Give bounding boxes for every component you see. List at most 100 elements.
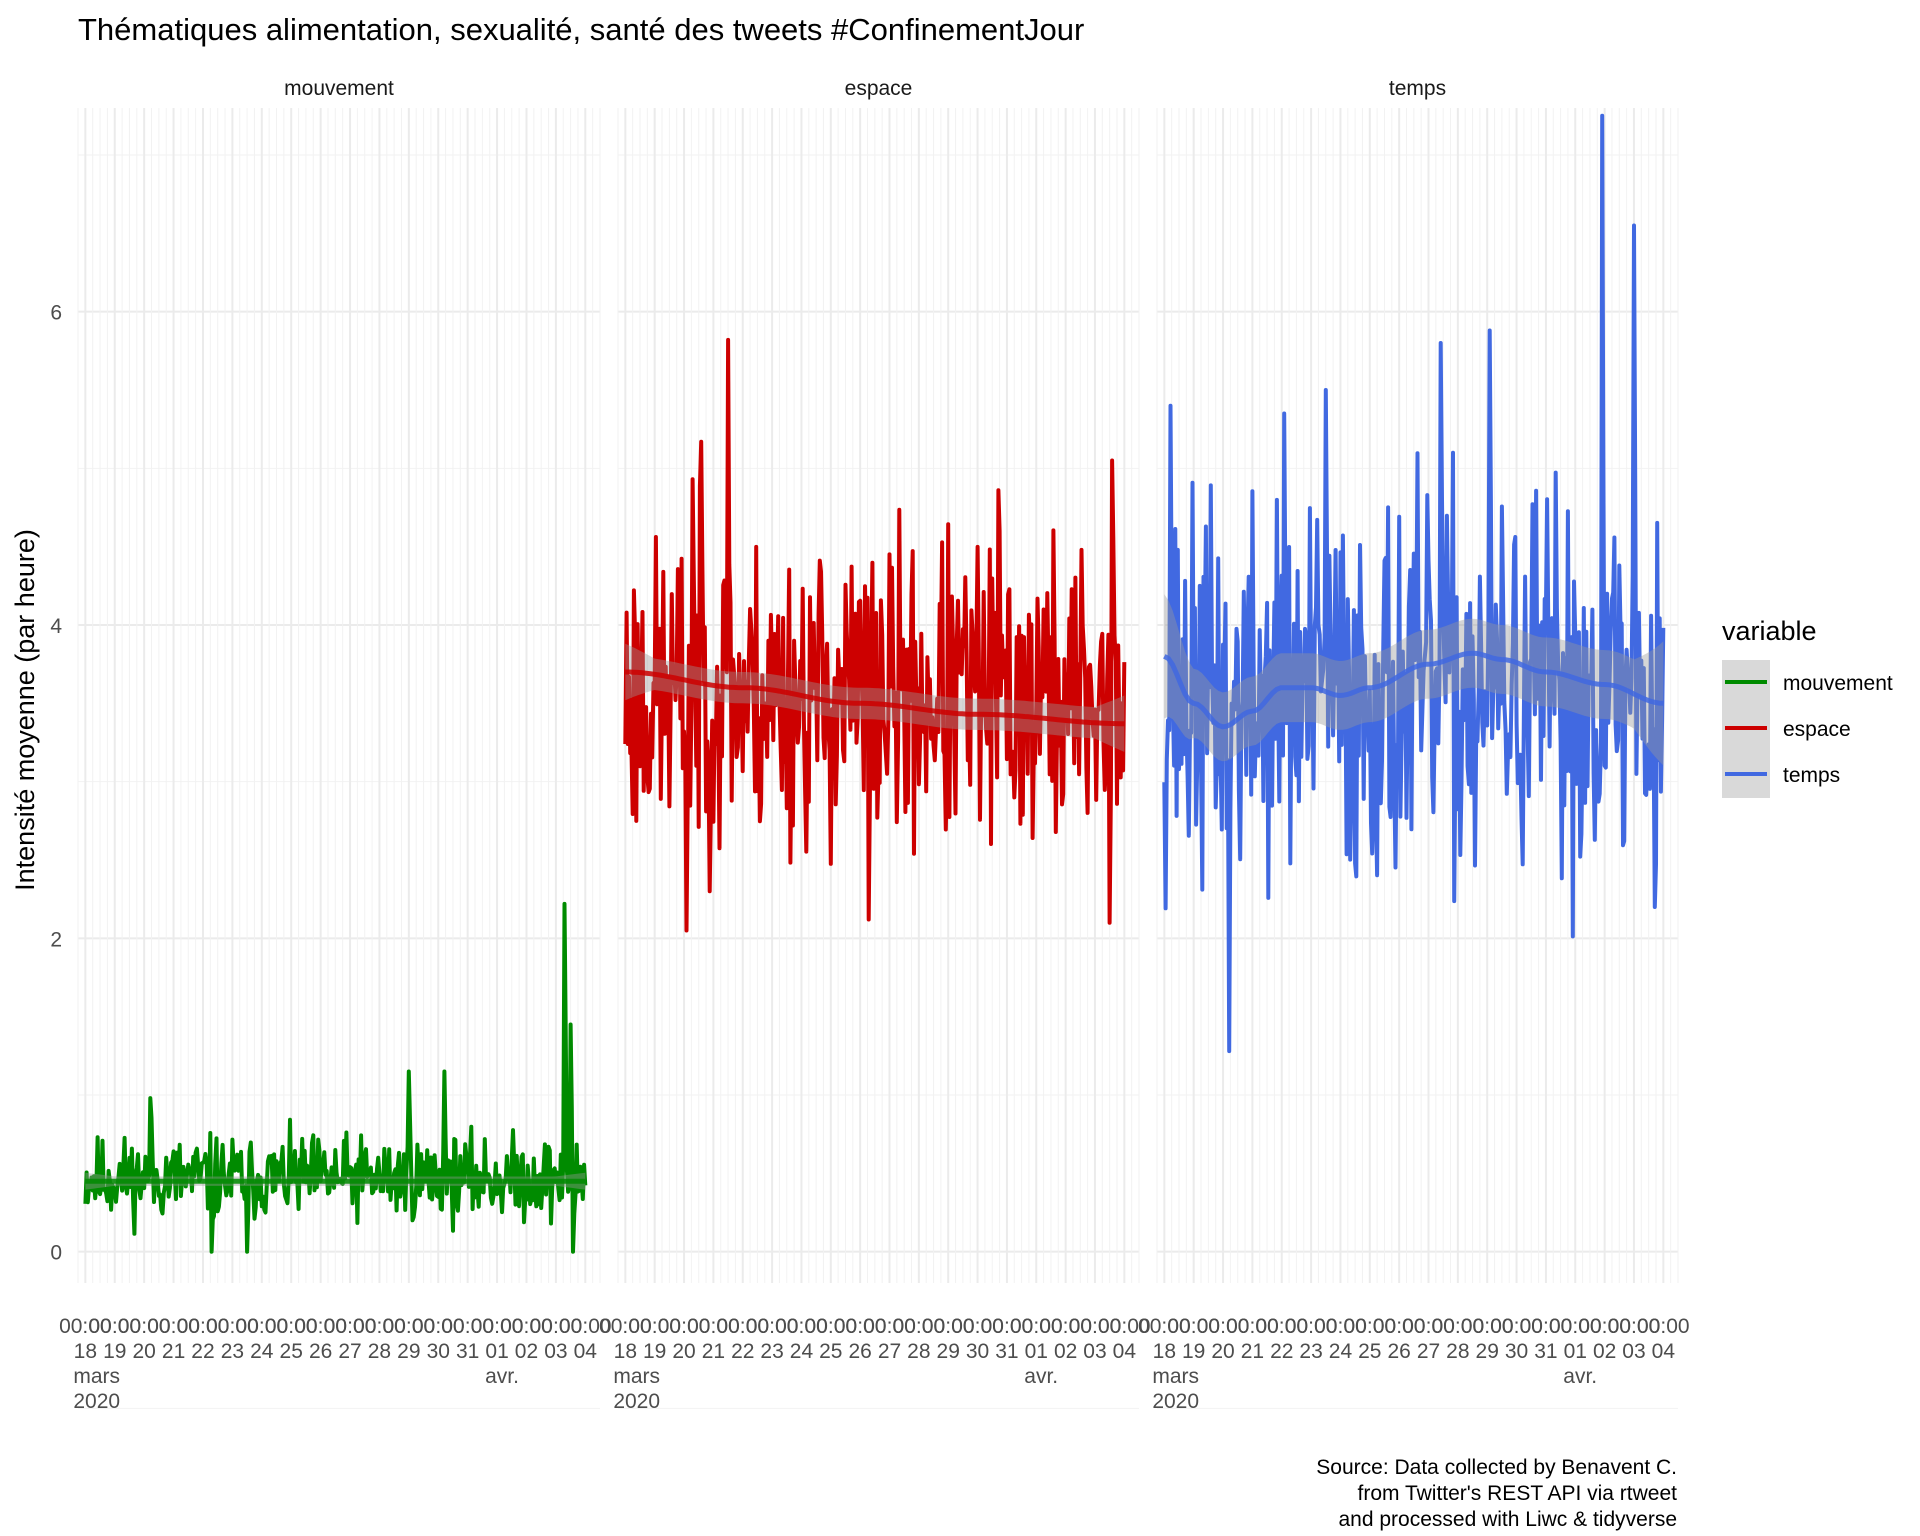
y-tick-label: 6: [50, 302, 62, 325]
x-tick-day-label: 31: [1534, 1340, 1557, 1363]
x-tick-hour-label: 00:00: [1010, 1315, 1063, 1338]
x-tick-day-label: 18: [74, 1340, 97, 1363]
x-tick-hour-label: 00:00: [922, 1315, 975, 1338]
x-tick-day-label: 20: [132, 1340, 155, 1363]
x-tick-hour-label: 00:00: [1314, 1315, 1367, 1338]
x-tick-hour-label: 00:00: [383, 1315, 436, 1338]
facet-espace: espace00:001800:001900:002000:002100:002…: [599, 77, 1151, 1413]
x-tick-day-label: 28: [1446, 1340, 1469, 1363]
x-tick-hour-label: 00:00: [1138, 1315, 1191, 1338]
x-tick-day-label: 01: [485, 1340, 508, 1363]
x-tick-hour-label: 00:00: [500, 1315, 553, 1338]
y-axis-label: Intensité moyenne (par heure): [10, 529, 40, 891]
x-tick-day-label: 25: [1358, 1340, 1381, 1363]
x-tick-day-label: 30: [966, 1340, 989, 1363]
legend-items: mouvement espace temps: [1722, 660, 1893, 798]
x-tick-day-label: 24: [790, 1340, 814, 1363]
x-tick-hour-label: 00:00: [746, 1315, 799, 1338]
facet-strip-label: temps: [1389, 77, 1446, 100]
x-tick-day-label: 19: [1182, 1340, 1205, 1363]
x-tick-day-label: 02: [1593, 1340, 1616, 1363]
x-tick-hour-label: 00:00: [530, 1315, 583, 1338]
x-tick-hour-label: 00:00: [1402, 1315, 1455, 1338]
x-tick-day-label: 23: [1299, 1340, 1322, 1363]
x-tick-hour-label: 00:00: [1637, 1315, 1690, 1338]
x-tick-hour-label: 00:00: [599, 1315, 652, 1338]
series-line-mouvement: [83, 901, 588, 1254]
x-tick-day-label: 01: [1025, 1340, 1048, 1363]
smooth-ribbon-temps: [1164, 594, 1664, 766]
y-tick-label: 2: [50, 928, 62, 951]
series-line-temps: [1162, 113, 1666, 1054]
x-tick-hour-label: 00:00: [236, 1315, 289, 1338]
x-tick-day-label: 19: [103, 1340, 126, 1363]
x-tick-day-label: 26: [848, 1340, 871, 1363]
x-tick-day-label: 21: [1241, 1340, 1264, 1363]
x-tick-hour-label: 00:00: [147, 1315, 200, 1338]
x-tick-day-label: 02: [1054, 1340, 1077, 1363]
x-tick-day-label: 27: [878, 1340, 901, 1363]
x-tick-day-label: 21: [162, 1340, 185, 1363]
x-tick-hour-label: 00:00: [1490, 1315, 1543, 1338]
x-tick-day-label: 30: [427, 1340, 450, 1363]
x-tick-hour-label: 00:00: [1098, 1315, 1151, 1338]
legend-label: espace: [1783, 718, 1851, 741]
x-tick-month-label: avr.: [1024, 1365, 1058, 1388]
x-tick-day-label: 26: [1387, 1340, 1410, 1363]
x-tick-hour-label: 00:00: [834, 1315, 887, 1338]
y-tick-label: 0: [50, 1242, 62, 1265]
x-tick-hour-label: 00:00: [324, 1315, 377, 1338]
x-tick-day-label: 23: [221, 1340, 244, 1363]
x-tick-day-label: 04: [1113, 1340, 1137, 1363]
smooth-line-temps: [1163, 650, 1664, 730]
x-tick-hour-label: 00:00: [863, 1315, 916, 1338]
x-tick-day-label: 03: [544, 1340, 567, 1363]
legend-title: variable: [1722, 616, 1817, 646]
legend-label: mouvement: [1783, 672, 1893, 695]
x-tick-hour-label: 00:00: [628, 1315, 681, 1338]
x-tick-hour-label: 00:00: [1432, 1315, 1485, 1338]
x-tick-day-label: 03: [1083, 1340, 1106, 1363]
x-tick-day-label: 03: [1622, 1340, 1645, 1363]
x-tick-day-label: 04: [1652, 1340, 1676, 1363]
caption-line-3: and processed with Liwc & tidyverse: [1339, 1508, 1678, 1531]
smooth-line-espace: [625, 669, 1125, 727]
caption: Source: Data collected by Benavent C. fr…: [1316, 1456, 1677, 1531]
x-tick-hour-label: 00:00: [981, 1315, 1034, 1338]
x-tick-hour-label: 00:00: [716, 1315, 769, 1338]
x-tick-hour-label: 00:00: [1608, 1315, 1661, 1338]
facet-strip-label: mouvement: [284, 77, 394, 100]
x-tick-day-label: 24: [1329, 1340, 1353, 1363]
x-tick-hour-label: 00:00: [1520, 1315, 1573, 1338]
x-tick-day-label: 20: [672, 1340, 695, 1363]
x-tick-hour-label: 00:00: [1549, 1315, 1602, 1338]
x-tick-hour-label: 00:00: [1197, 1315, 1250, 1338]
x-tick-day-label: 22: [191, 1340, 214, 1363]
x-tick-day-label: 29: [1476, 1340, 1499, 1363]
x-tick-month-label: avr.: [485, 1365, 519, 1388]
x-tick-day-label: 27: [338, 1340, 361, 1363]
x-tick-hour-label: 00:00: [441, 1315, 494, 1338]
x-tick-hour-label: 00:00: [775, 1315, 828, 1338]
x-tick-hour-label: 00:00: [471, 1315, 524, 1338]
x-tick-hour-label: 00:00: [118, 1315, 171, 1338]
x-tick-day-label: 20: [1211, 1340, 1234, 1363]
x-tick-day-label: 24: [250, 1340, 274, 1363]
x-tick-day-label: 19: [643, 1340, 666, 1363]
x-tick-day-label: 29: [937, 1340, 960, 1363]
x-tick-hour-label: 00:00: [1285, 1315, 1338, 1338]
x-tick-month-label: mars: [613, 1365, 660, 1388]
x-tick-day-label: 31: [995, 1340, 1018, 1363]
x-tick-day-label: 25: [280, 1340, 303, 1363]
x-tick-hour-label: 00:00: [88, 1315, 141, 1338]
x-tick-hour-label: 00:00: [951, 1315, 1004, 1338]
facet-temps: temps00:001800:001900:002000:002100:0022…: [1138, 77, 1690, 1413]
x-tick-day-label: 18: [1153, 1340, 1176, 1363]
facet-panels: mouvement00:001800:001900:002000:002100:…: [59, 77, 1690, 1413]
x-tick-day-label: 30: [1505, 1340, 1528, 1363]
x-tick-hour-label: 00:00: [1069, 1315, 1122, 1338]
x-tick-day-label: 01: [1564, 1340, 1587, 1363]
x-tick-hour-label: 00:00: [805, 1315, 858, 1338]
smooth-ribbon-espace: [625, 643, 1125, 752]
